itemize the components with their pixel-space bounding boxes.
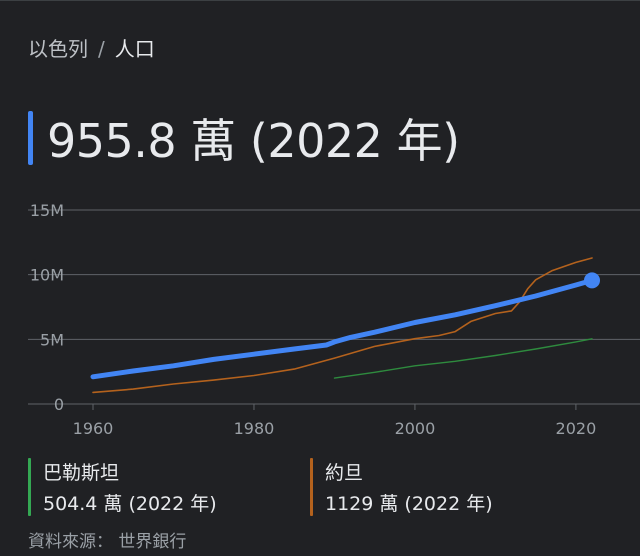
legend-item-palestine[interactable]: 巴勒斯坦 504.4 萬 (2022 年) <box>28 458 217 516</box>
legend-value-jordan: 1129 萬 (2022 年) <box>325 493 493 515</box>
x-axis-ticks: 1960 1980 2000 2020 <box>73 419 597 438</box>
y-tick-label-3: 15M <box>30 201 64 220</box>
headline-accent-bar <box>28 111 33 165</box>
x-tick-label-0: 1960 <box>73 419 114 438</box>
y-axis-ticks: 0 5M 10M 15M <box>30 201 64 414</box>
legend-name-jordan: 約旦 <box>325 462 364 484</box>
x-tick-label-1: 1980 <box>234 419 275 438</box>
legend-value-palestine: 504.4 萬 (2022 年) <box>43 493 217 515</box>
population-chart[interactable]: 0 5M 10M 15M 1960 1980 2000 2020 <box>0 190 640 450</box>
x-tick-label-2: 2000 <box>395 419 436 438</box>
legend-color-bar-palestine <box>28 458 31 516</box>
series-line-2 <box>333 338 593 379</box>
legend-item-jordan[interactable]: 約旦 1129 萬 (2022 年) <box>310 458 493 516</box>
y-tick-label-2: 10M <box>30 266 64 285</box>
headline: 955.8 萬 (2022 年) <box>28 108 460 168</box>
series-line-0 <box>90 277 595 380</box>
legend-color-bar-jordan <box>310 458 313 516</box>
source-text: 資料來源： 世界銀行 <box>28 532 187 552</box>
y-tick-label-1: 5M <box>40 330 64 349</box>
series-endpoint-0 <box>584 272 600 289</box>
legend-name-palestine: 巴勒斯坦 <box>43 462 120 484</box>
top-divider <box>0 0 640 1</box>
breadcrumb-separator: / <box>98 37 105 61</box>
chart-lines <box>90 257 600 394</box>
y-tick-label-0: 0 <box>54 395 64 414</box>
breadcrumb-country[interactable]: 以色列 <box>28 37 88 61</box>
breadcrumb: 以色列 / 人口 <box>28 33 155 62</box>
chart-grid <box>28 209 640 410</box>
breadcrumb-metric: 人口 <box>114 37 155 61</box>
series-line-1 <box>92 257 593 394</box>
headline-value: 955.8 萬 (2022 年) <box>47 114 460 168</box>
x-tick-label-3: 2020 <box>556 419 597 438</box>
